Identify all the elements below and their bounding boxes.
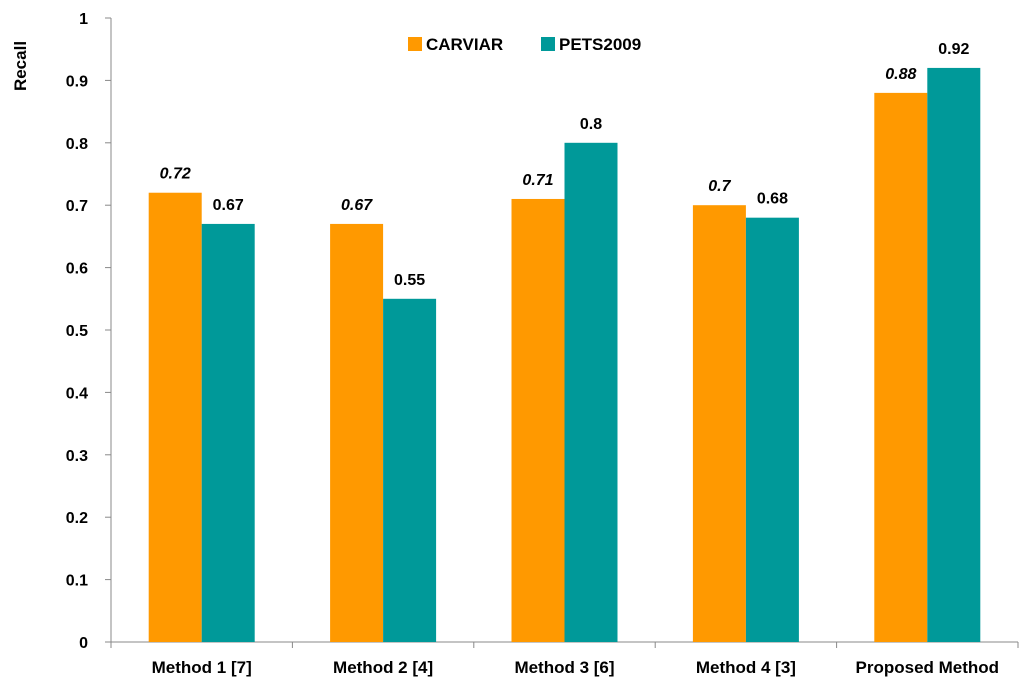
data-label: 0.71 xyxy=(522,172,553,189)
data-labels: 0.72 0.67 0.67 0.55 0.71 0.8 0.7 0.68 0.88 0.92 xyxy=(160,41,970,289)
bar-carviar xyxy=(874,92,928,642)
data-label: 0.72 xyxy=(160,166,191,183)
x-tick-label: Proposed Method xyxy=(856,658,1000,677)
x-tick-label: Method 4 [3] xyxy=(696,658,796,677)
bar-pets2009 xyxy=(745,217,799,642)
bar-pets2009 xyxy=(383,298,437,642)
y-tick-label: 0.9 xyxy=(66,73,88,90)
legend-label: CARVIAR xyxy=(426,35,503,54)
data-label: 0.67 xyxy=(213,197,244,214)
data-label: 0.68 xyxy=(757,191,788,208)
legend-swatch-pets2009 xyxy=(541,37,555,51)
bar-carviar xyxy=(148,192,202,642)
data-label: 0.8 xyxy=(580,116,602,133)
y-tick-label: 0.2 xyxy=(66,510,88,527)
y-tick-label: 0.6 xyxy=(66,261,88,278)
y-tick-label: 0.4 xyxy=(66,385,88,402)
x-axis-ticks: Method 1 [7] Method 2 [4] Method 3 [6] Meth… xyxy=(152,658,999,677)
bar-pets2009 xyxy=(201,223,255,643)
y-axis-label: Recall xyxy=(11,41,30,91)
bar-pets2009 xyxy=(927,67,981,643)
legend-swatch-carviar xyxy=(408,37,422,51)
y-tick-label: 0.8 xyxy=(66,136,88,153)
y-tick-label: 0.3 xyxy=(66,448,88,465)
y-axis-ticks: 0 0.1 0.2 0.3 0.4 0.5 0.6 0.7 0.8 0.9 1 xyxy=(66,11,88,652)
y-tick-label: 1 xyxy=(79,11,88,28)
bar-carviar xyxy=(330,223,384,643)
y-tick-label: 0.7 xyxy=(66,198,88,215)
bar-carviar xyxy=(511,198,565,642)
x-tick-label: Method 2 [4] xyxy=(333,658,433,677)
bar-carviar xyxy=(692,205,746,642)
data-label: 0.88 xyxy=(885,66,916,83)
y-tick-label: 0.1 xyxy=(66,573,88,590)
legend: CARVIAR PETS2009 xyxy=(408,35,641,54)
x-tick-label: Method 1 [7] xyxy=(152,658,252,677)
data-label: 0.55 xyxy=(394,272,425,289)
y-tick-label: 0.5 xyxy=(66,323,88,340)
bars xyxy=(148,67,981,643)
x-tick-label: Method 3 [6] xyxy=(514,658,614,677)
data-label: 0.67 xyxy=(341,197,373,214)
bar-pets2009 xyxy=(564,142,618,643)
data-label: 0.7 xyxy=(708,178,731,195)
legend-label: PETS2009 xyxy=(559,35,641,54)
data-label: 0.92 xyxy=(938,41,969,58)
y-tick-label: 0 xyxy=(79,635,88,652)
